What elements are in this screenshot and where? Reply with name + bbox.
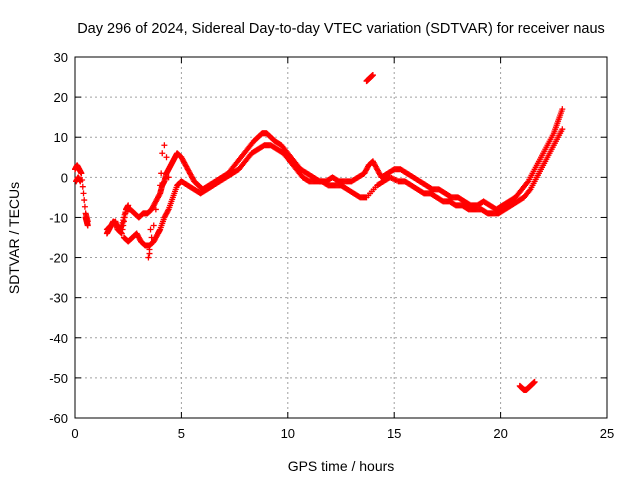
x-tick-label: 15 [387, 426, 401, 441]
y-tick-label: 10 [54, 130, 68, 145]
grid-layer [75, 57, 607, 418]
data-point [81, 197, 88, 204]
series-isolated-low [516, 378, 538, 393]
data-point [125, 202, 132, 209]
y-tick-label: -60 [49, 411, 68, 426]
y-tick-label: -20 [49, 251, 68, 266]
data-point [120, 217, 127, 224]
data-point [118, 229, 125, 236]
data-point [147, 226, 154, 233]
y-tick-label: 0 [61, 170, 68, 185]
series-isolated-high [363, 72, 376, 85]
series-spike-cluster [145, 142, 172, 261]
data-point [121, 211, 128, 218]
x-tick-label: 25 [600, 426, 614, 441]
y-tick-label: -50 [49, 371, 68, 386]
tick-layer: 0 5 10 15 20 25 -60 -50 -40 -30 -20 -10 0 10 20 30 [49, 50, 614, 441]
data-point [119, 219, 126, 226]
data-point [559, 106, 566, 113]
plot-frame [74, 56, 608, 419]
data-point [118, 230, 125, 237]
data-point [158, 170, 165, 177]
y-tick-label: -40 [49, 331, 68, 346]
y-tick-label: 20 [54, 90, 68, 105]
data-point [531, 378, 538, 385]
data-point [159, 150, 166, 157]
y-tick-label: -10 [49, 210, 68, 225]
data-point [84, 222, 91, 229]
data-point [145, 254, 152, 261]
x-tick-label: 5 [178, 426, 185, 441]
x-tick-label: 0 [71, 426, 78, 441]
data-point [118, 222, 125, 229]
data-point [152, 206, 159, 213]
data-point [165, 174, 172, 181]
data-point [161, 142, 168, 149]
chart-title: Day 296 of 2024, Sidereal Day-to-day VTE… [77, 21, 605, 37]
y-tick-label: 30 [54, 50, 68, 65]
data-point [148, 234, 155, 241]
data-point [79, 183, 86, 190]
series-main-trace-lower [73, 126, 566, 249]
data-point [150, 222, 157, 229]
x-axis-title: GPS time / hours [288, 458, 395, 474]
y-tick-label: -30 [49, 291, 68, 306]
y-axis-title: SDTVAR / TECUs [6, 182, 22, 294]
data-point [77, 178, 84, 185]
data-point [526, 187, 533, 194]
data-point [120, 214, 127, 221]
data-point [163, 154, 170, 161]
data-point [559, 126, 566, 133]
data-point [146, 250, 153, 257]
data-point [157, 182, 164, 189]
data-point [80, 190, 87, 197]
data-point [81, 203, 88, 210]
data-point [78, 170, 85, 177]
data-layer [72, 72, 566, 393]
series-early-scatter [82, 202, 132, 237]
x-tick-label: 10 [281, 426, 295, 441]
data-point [369, 72, 376, 79]
x-tick-label: 20 [493, 426, 507, 441]
series-main-trace-upper [72, 106, 566, 237]
data-point [164, 207, 171, 214]
data-point [122, 209, 129, 216]
data-point [524, 179, 531, 186]
data-point [154, 194, 161, 201]
